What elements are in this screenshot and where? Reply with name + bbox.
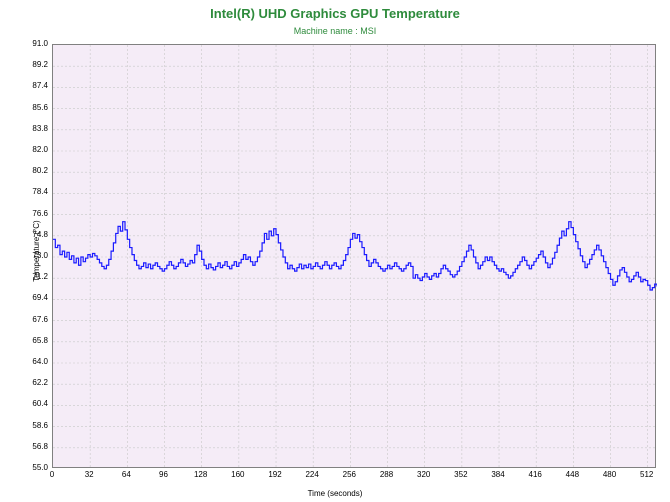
y-tick-label: 58.6 (22, 421, 48, 430)
y-tick-label: 71.2 (22, 272, 48, 281)
chart-subtitle: Machine name : MSI (0, 26, 670, 36)
x-tick-label: 288 (372, 470, 402, 479)
y-tick-label: 83.8 (22, 124, 48, 133)
x-axis-label: Time (seconds) (0, 489, 670, 498)
x-tick-label: 320 (409, 470, 439, 479)
x-tick-label: 224 (297, 470, 327, 479)
plot-svg (53, 45, 657, 469)
x-tick-label: 0 (37, 470, 67, 479)
x-tick-label: 416 (520, 470, 550, 479)
temperature-line (53, 222, 657, 290)
y-tick-label: 60.4 (22, 399, 48, 408)
y-tick-label: 69.4 (22, 293, 48, 302)
y-tick-label: 73.0 (22, 251, 48, 260)
y-tick-label: 62.2 (22, 378, 48, 387)
x-tick-label: 128 (186, 470, 216, 479)
x-tick-label: 64 (111, 470, 141, 479)
x-tick-label: 160 (223, 470, 253, 479)
x-tick-label: 512 (632, 470, 662, 479)
y-tick-label: 80.2 (22, 166, 48, 175)
x-tick-label: 96 (149, 470, 179, 479)
chart-container: Intel(R) UHD Graphics GPU Temperature Ma… (0, 0, 670, 502)
y-tick-label: 89.2 (22, 60, 48, 69)
x-tick-label: 352 (446, 470, 476, 479)
y-tick-label: 87.4 (22, 81, 48, 90)
y-tick-label: 85.6 (22, 103, 48, 112)
x-tick-label: 32 (74, 470, 104, 479)
y-tick-label: 74.8 (22, 230, 48, 239)
chart-title: Intel(R) UHD Graphics GPU Temperature (0, 6, 670, 21)
y-tick-label: 76.6 (22, 209, 48, 218)
y-tick-label: 78.4 (22, 187, 48, 196)
y-tick-label: 64.0 (22, 357, 48, 366)
y-tick-label: 91.0 (22, 39, 48, 48)
y-tick-label: 67.6 (22, 315, 48, 324)
plot-area (52, 44, 656, 468)
x-tick-label: 384 (483, 470, 513, 479)
y-tick-label: 82.0 (22, 145, 48, 154)
x-tick-label: 256 (334, 470, 364, 479)
y-tick-label: 56.8 (22, 442, 48, 451)
x-tick-label: 448 (557, 470, 587, 479)
x-tick-label: 480 (595, 470, 625, 479)
x-tick-label: 192 (260, 470, 290, 479)
y-tick-label: 65.8 (22, 336, 48, 345)
